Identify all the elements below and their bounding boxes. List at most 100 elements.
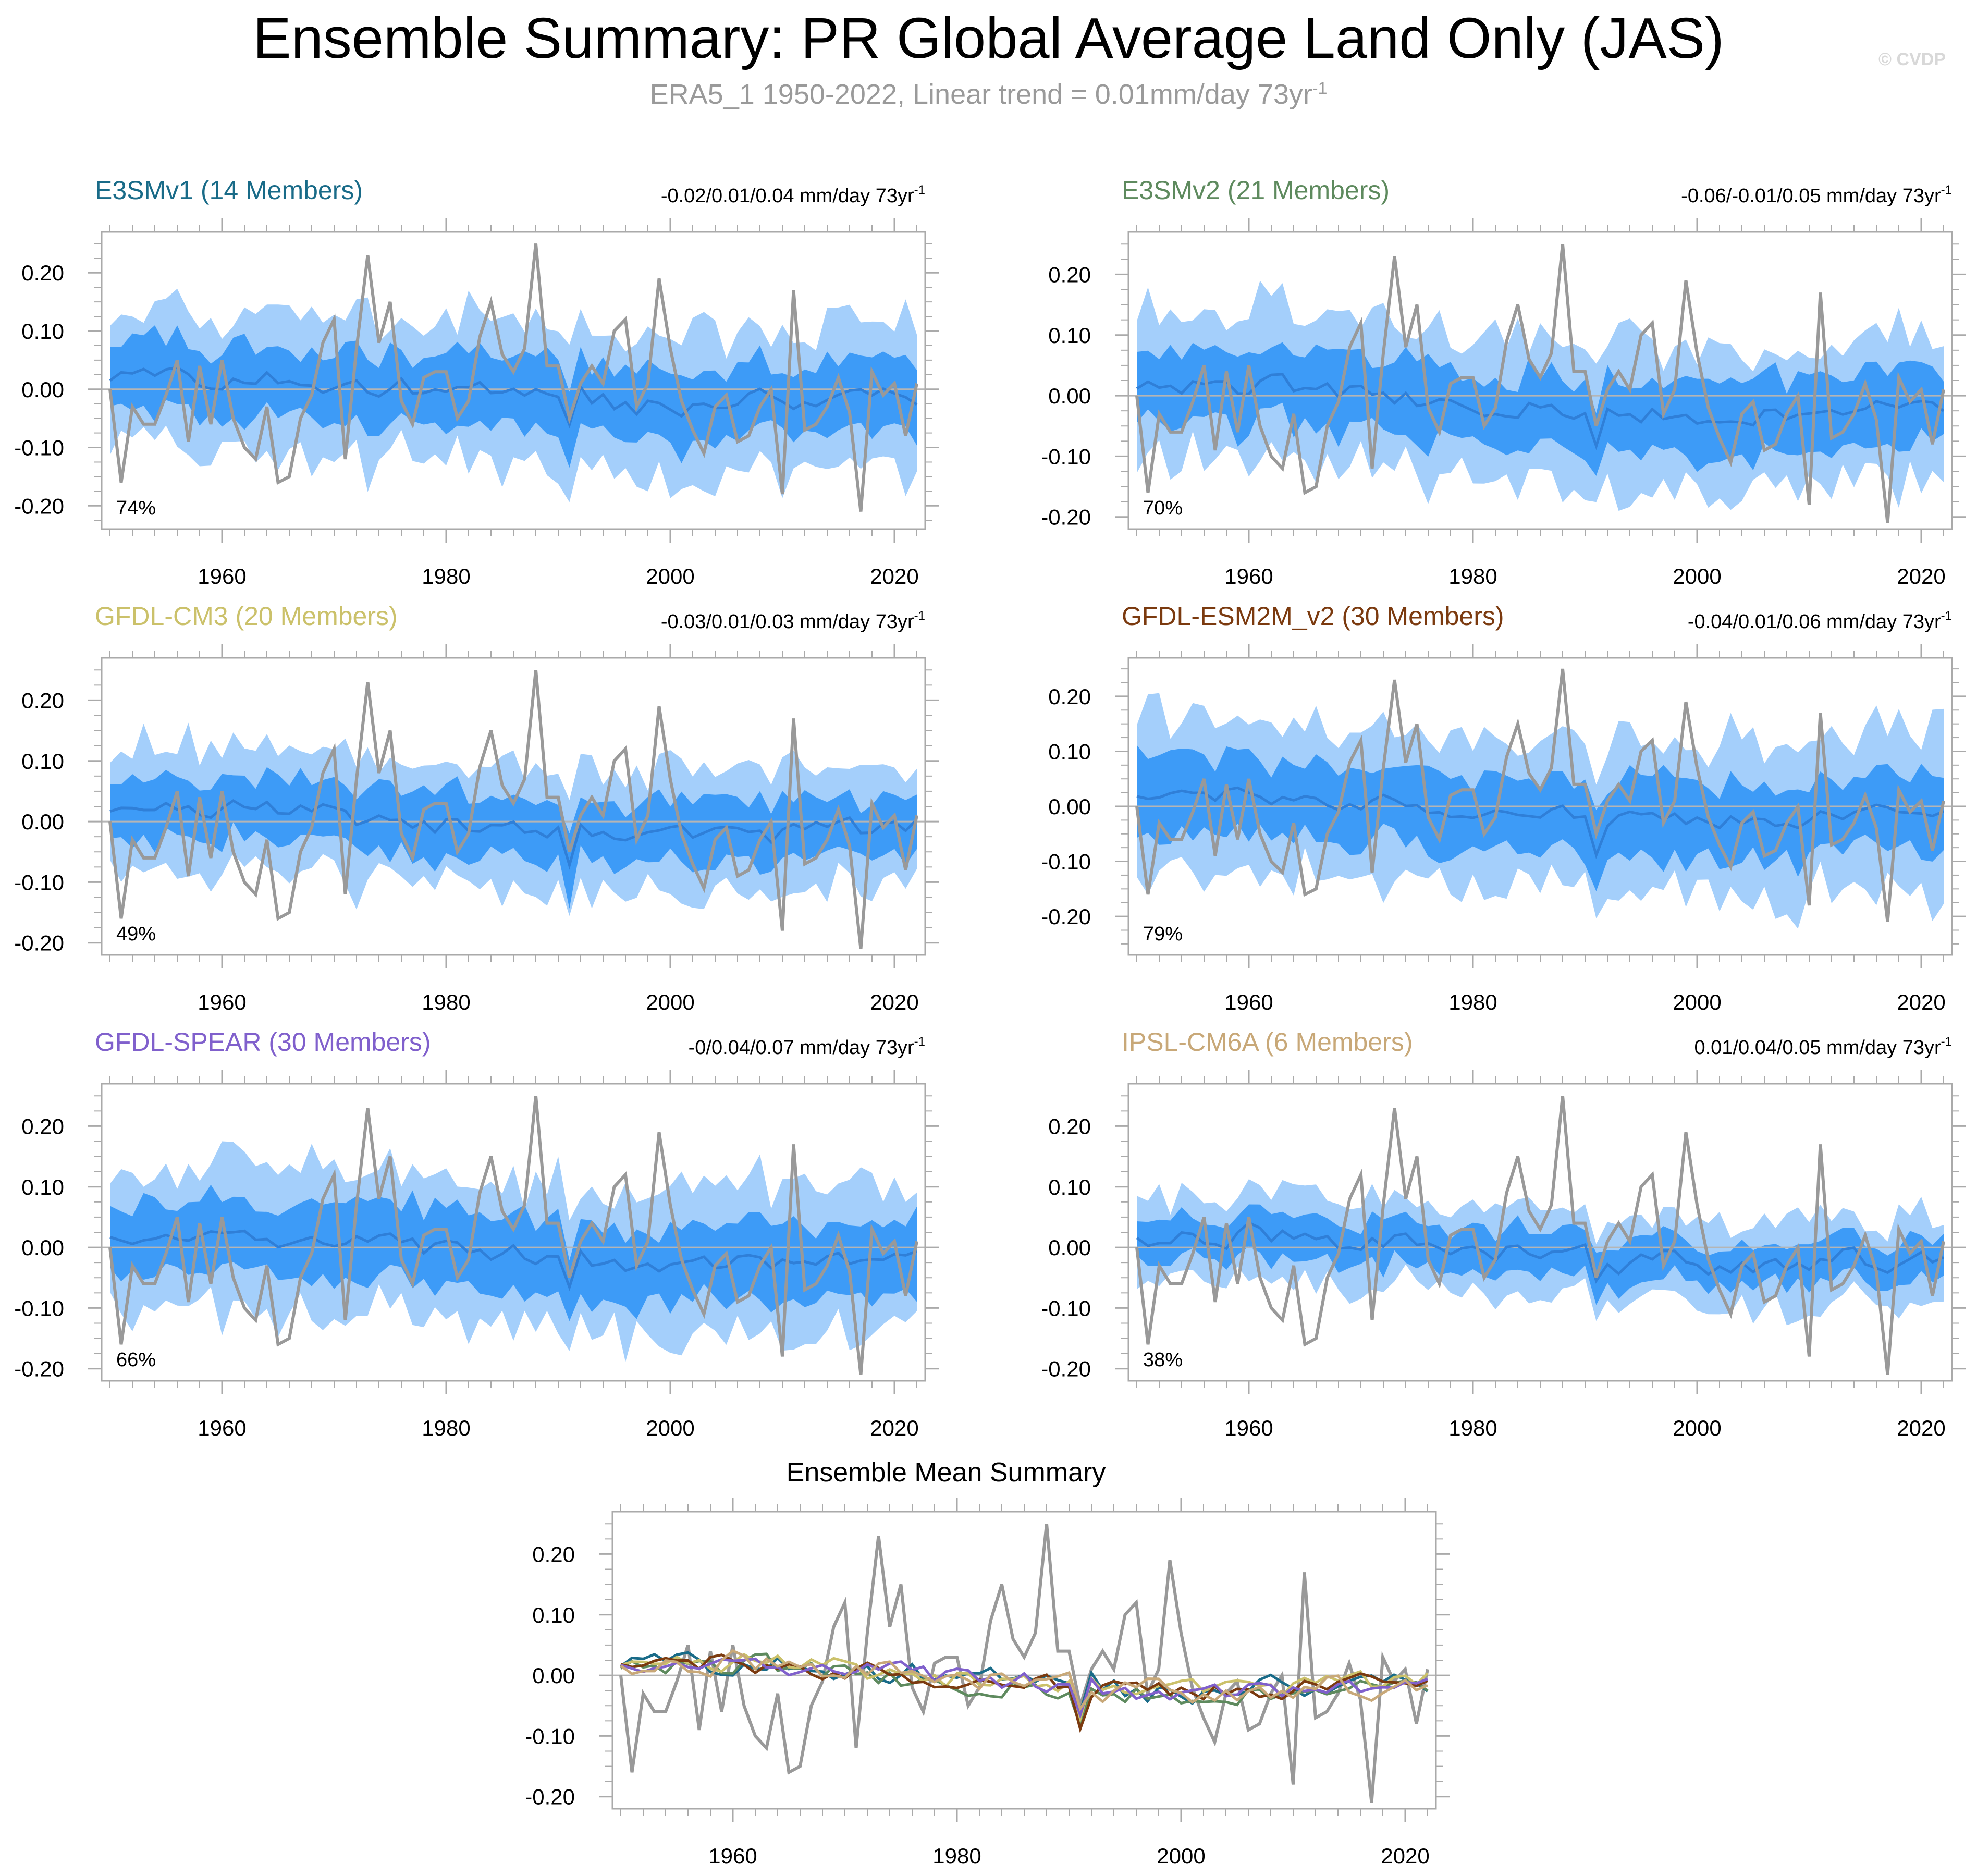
panel-5-x-tick-label: 2020: [870, 1416, 918, 1440]
panel-3-ensemble-mean-line: [109, 799, 918, 870]
summary-x-tick-label: 1980: [932, 1844, 981, 1868]
summary-x-tick-label: 2020: [1381, 1844, 1429, 1868]
panel-1-y-tick-label: 0.00: [21, 377, 64, 402]
panel-1-y-tick-label: 0.20: [21, 261, 64, 285]
panel-2: E3SMv2 (21 Members) -0.06/-0.01/0.05 mm/d…: [1122, 176, 1952, 523]
panel-1-inner-band: [110, 325, 917, 468]
panel-3-y-tick-label: 0.10: [21, 749, 64, 774]
summary-y-tick-label: 0.10: [532, 1603, 575, 1627]
panel-6-inner-band: [1137, 1204, 1944, 1305]
panel-5-x-tick-label: 1980: [422, 1416, 470, 1440]
panel-6-observed-line: [1135, 1095, 1945, 1375]
panel-6-y-tick-label: 0.20: [1048, 1114, 1091, 1138]
panel-6-ensemble-mean-line: [1136, 1221, 1944, 1284]
panel-2-y-tick-label: 0.20: [1048, 262, 1091, 287]
panel-5-inner-band: [110, 1184, 917, 1321]
panel-6: IPSL-CM6A (6 Members) 0.01/0.04/0.05 mm/d…: [1122, 1027, 1952, 1375]
panel-2-x-tick-label: 1980: [1448, 564, 1497, 588]
panel-4-observed-line: [1135, 668, 1945, 923]
page-subtitle: ERA5_1 1950-2022, Linear trend = 0.01mm/…: [0, 78, 1977, 111]
panel-6-y-tick-label: -0.10: [1041, 1296, 1091, 1320]
panel-4-x-tick-label: 2020: [1897, 990, 1945, 1014]
summary-panel: Ensemble Mean Summary: [612, 1457, 1436, 1803]
summary-observed-line: [619, 1523, 1429, 1803]
panel-1-title: E3SMv1 (14 Members): [95, 176, 363, 205]
panel-3-x-tick-label: 1960: [198, 990, 246, 1014]
panel-3-title: GFDL-CM3 (20 Members): [95, 602, 398, 631]
summary-x-tick-label: 2000: [1157, 1844, 1205, 1868]
panel-3-x-tick-label: 2020: [870, 990, 918, 1014]
panel-1-trend-text: -0.02/0.01/0.04 mm/day 73yr: [661, 185, 914, 207]
panel-4-x-tick-label: 2000: [1673, 990, 1721, 1014]
page-title: Ensemble Summary: PR Global Average Land…: [253, 6, 1724, 70]
panel-6-x-tick-label: 1960: [1224, 1416, 1273, 1440]
panel-6-x-tick-label: 1980: [1448, 1416, 1497, 1440]
panel-3-y-tick-label: -0.20: [14, 931, 64, 955]
panel-2-x-tick-label: 2020: [1897, 564, 1945, 588]
panel-4-y-tick-label: 0.00: [1048, 794, 1091, 819]
panel-1-x-tick-label: 2020: [870, 564, 918, 588]
panel-6-x-tick-label: 2000: [1673, 1416, 1721, 1440]
panel-6-y-tick-label: 0.10: [1048, 1175, 1091, 1199]
panel-2-inner-band: [1137, 342, 1944, 476]
panel-3-trend-sup: -1: [914, 609, 925, 623]
panel-1-x-tick-label: 1960: [198, 564, 246, 588]
panel-3-x-tick-label: 2000: [646, 990, 694, 1014]
summary-mean-line-4: [620, 1653, 1429, 1734]
panel-6-y-tick-label: -0.20: [1041, 1357, 1091, 1381]
panel-4-trend-sup: -1: [1941, 609, 1952, 623]
panel-2-ensemble-mean-line: [1136, 373, 1945, 450]
panel-2-x-tick-label: 1960: [1224, 564, 1273, 588]
panel-5-observed-line: [108, 1095, 918, 1375]
summary-x-tick-label: 1960: [708, 1844, 757, 1868]
panel-6-trend-sup: -1: [1941, 1035, 1952, 1049]
panel-1-y-tick-label: -0.10: [14, 436, 64, 460]
panel-1: E3SMv1 (14 Members) -0.02/0.01/0.04 mm/da…: [95, 176, 925, 519]
panel-2-x-tick-label: 2000: [1673, 564, 1721, 588]
panel-6-trend-text: 0.01/0.04/0.05 mm/day 73yr: [1694, 1037, 1941, 1059]
panel-5-trend-sup: -1: [914, 1035, 925, 1049]
panel-3-percent: 49%: [116, 923, 156, 945]
subtitle-text: ERA5_1 1950-2022, Linear trend = 0.01mm/…: [649, 79, 1312, 110]
panel-5-y-tick-label: 0.20: [21, 1114, 64, 1138]
panel-6-title: IPSL-CM6A (6 Members): [1122, 1027, 1413, 1057]
panel-4-ensemble-mean-line: [1136, 786, 1944, 860]
panel-5-trend-text: -0/0.04/0.07 mm/day 73yr: [689, 1037, 914, 1059]
panel-4-x-tick-label: 1960: [1224, 990, 1273, 1014]
panel-3-y-tick-label: -0.10: [14, 870, 64, 894]
cvdp-watermark: © CVDP: [1878, 50, 1946, 69]
panel-5-x-tick-label: 1960: [198, 1416, 246, 1440]
panel-1-y-tick-label: 0.10: [21, 319, 64, 344]
panel-5-y-tick-label: 0.00: [21, 1235, 64, 1260]
panel-5-title: GFDL-SPEAR (30 Members): [95, 1027, 431, 1057]
panel-1-ensemble-mean-line: [109, 366, 918, 429]
panel-3-inner-band: [110, 767, 917, 909]
panel-2-percent: 70%: [1143, 497, 1183, 519]
panel-5-y-tick-label: -0.20: [14, 1357, 64, 1381]
summary-mean-line-6: [620, 1649, 1428, 1712]
panel-2-trend-sup: -1: [1941, 183, 1952, 197]
panel-1-trend-sup: -1: [914, 183, 925, 197]
panel-4-trend-text: -0.04/0.01/0.06 mm/day 73yr: [1688, 611, 1941, 633]
summary-mean-line-3: [620, 1652, 1429, 1724]
panel-5-ensemble-mean-line: [109, 1229, 917, 1291]
panel-5-y-tick-label: 0.10: [21, 1175, 64, 1199]
summary-y-tick-label: 0.20: [532, 1542, 575, 1566]
panel-5-percent: 66%: [116, 1349, 156, 1371]
panel-4-x-tick-label: 1980: [1448, 990, 1497, 1014]
panel-2-observed-line: [1135, 243, 1945, 523]
panel-1-y-tick-label: -0.20: [14, 494, 64, 518]
panel-2-title: E3SMv2 (21 Members): [1122, 176, 1390, 205]
panel-6-y-tick-label: 0.00: [1048, 1235, 1091, 1260]
summary-y-tick-label: -0.20: [525, 1785, 575, 1809]
panel-4-y-tick-label: 0.20: [1048, 684, 1091, 709]
panel-5-trend: -0/0.04/0.07 mm/day 73yr-1: [689, 1035, 925, 1059]
panel-6-x-tick-label: 2020: [1897, 1416, 1945, 1440]
panel-4: GFDL-ESM2M_v2 (30 Members) -0.04/0.01/0.0…: [1122, 602, 1952, 945]
summary-y-tick-label: -0.10: [525, 1724, 575, 1748]
panel-3-observed-line: [108, 669, 918, 949]
panel-3-x-tick-label: 1980: [422, 990, 470, 1014]
panel-2-trend: -0.06/-0.01/0.05 mm/day 73yr-1: [1681, 183, 1952, 207]
panel-4-title: GFDL-ESM2M_v2 (30 Members): [1122, 602, 1504, 631]
